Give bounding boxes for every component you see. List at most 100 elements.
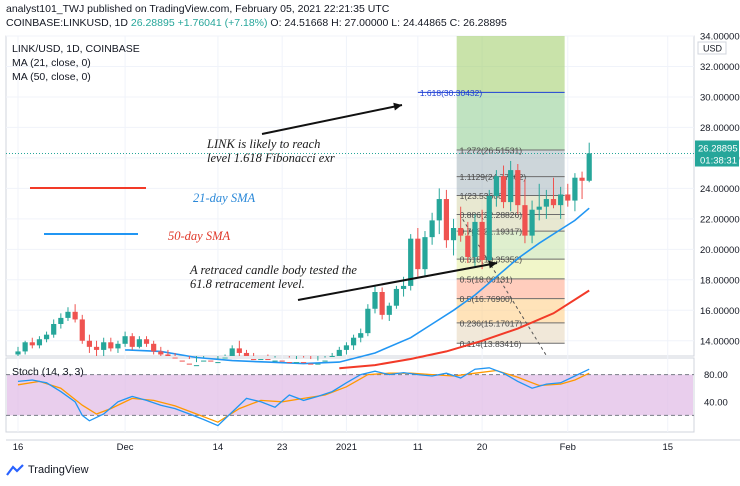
- retrace-annotation-line2: 61.8 retracement level.: [190, 277, 305, 291]
- fib-zone-top: [456, 36, 565, 93]
- stoch-tick-label: 80.00: [704, 370, 728, 381]
- candle-body: [243, 352, 250, 356]
- candle-body: [301, 362, 307, 364]
- fib-zone-0236: [456, 322, 565, 344]
- candle-body: [308, 363, 314, 365]
- candle-body: [386, 305, 392, 315]
- fib-zone-0618: [456, 259, 565, 279]
- candle-body: [579, 177, 585, 181]
- candle-body: [251, 359, 257, 361]
- candle-body: [415, 238, 421, 270]
- candle-body: [272, 360, 278, 362]
- candle-body: [115, 343, 121, 349]
- fib-label: 1.1129(24.77302): [460, 172, 527, 182]
- candle-body: [201, 360, 207, 362]
- price-tick-label: 14.00000: [700, 336, 740, 347]
- candle-body: [286, 362, 292, 364]
- price-change: +1.76041 (+7.18%): [177, 17, 268, 29]
- candle-body: [565, 194, 571, 201]
- ohlc-values: O: 24.51668 H: 27.00000 L: 24.44865 C: 2…: [270, 17, 507, 29]
- candle-body: [322, 360, 328, 362]
- countdown-label: 01:38:31: [700, 156, 737, 167]
- candle-body: [500, 176, 507, 203]
- retrace-arrow-head: [488, 260, 497, 269]
- candle-body: [436, 199, 442, 221]
- candle-body: [43, 334, 50, 340]
- candle-body: [122, 336, 128, 344]
- stoch-legend[interactable]: Stoch (14, 3, 3): [12, 366, 84, 378]
- candle-body: [429, 220, 435, 238]
- candle-body: [143, 339, 150, 344]
- current-price-label: 26.28895: [698, 144, 738, 155]
- candle-body: [208, 360, 214, 362]
- price-tick-label: 16.00000: [700, 306, 740, 317]
- time-tick-label: Dec: [117, 442, 134, 453]
- price-tick-label: 30.00000: [700, 92, 740, 103]
- candle-body: [365, 308, 371, 334]
- fib-zone-0382: [456, 298, 565, 323]
- candle-body: [86, 340, 92, 347]
- candle-body: [400, 285, 407, 289]
- candle-body: [558, 194, 564, 206]
- candle-body: [508, 170, 514, 203]
- fib-label: 0.114(13.83416): [460, 339, 522, 349]
- candle-body: [101, 342, 107, 350]
- fib-target-arrow-head: [393, 102, 402, 111]
- chart-legend-symbol: LINK/USD, 1D, COINBASE: [12, 43, 140, 55]
- time-tick-label: 14: [213, 442, 224, 453]
- fib-label: 1(23.53666): [460, 191, 506, 201]
- candle-body: [279, 360, 285, 362]
- fib-label: 0.5(16.76900): [460, 294, 513, 304]
- publish-info: analyst101_TWJ published on TradingView.…: [6, 3, 390, 15]
- fib-label: 1.272(26.51531): [460, 146, 523, 156]
- symbol-ohlc-bar: COINBASE:LINKUSD, 1D 26.28895 +1.76041 (…: [6, 17, 507, 29]
- candle-body: [379, 292, 385, 315]
- candle-body: [186, 363, 192, 365]
- fib-label: 0.236(15.17017): [460, 318, 523, 328]
- price-tick-label: 20.00000: [700, 245, 740, 256]
- candle-body: [515, 170, 521, 206]
- candle-body: [465, 235, 471, 257]
- fib-label: 1.618(30.30432): [420, 88, 483, 98]
- ma21-line: [125, 207, 590, 365]
- sma21-annotation: 21-day SMA: [193, 191, 255, 205]
- candle-body: [315, 363, 321, 365]
- candle-body: [329, 356, 335, 357]
- candle-body: [15, 351, 21, 355]
- candle-body: [358, 333, 364, 338]
- sma50-annotation: 50-day SMA: [168, 229, 230, 243]
- currency-box: [697, 41, 727, 55]
- retrace-arrow: [297, 262, 498, 301]
- candle-body: [586, 153, 592, 181]
- fib-label: 0.5(18.06131): [460, 274, 513, 284]
- current-price-tag: [695, 140, 739, 167]
- ma50-legend[interactable]: MA (50, close, 0): [12, 71, 91, 83]
- price-tick-label: 24.00000: [700, 184, 740, 195]
- retrace-annotation-line1: A retraced candle body tested the: [189, 263, 357, 277]
- candle-body: [536, 206, 542, 210]
- candle-body: [165, 354, 171, 356]
- price-tick-label: 32.00000: [700, 62, 740, 73]
- candle-body: [265, 359, 271, 361]
- time-tick-label: Feb: [560, 442, 576, 453]
- time-tick-label: 23: [277, 442, 288, 453]
- candle-body: [129, 336, 135, 347]
- candle-body: [479, 221, 485, 260]
- candle-body: [222, 357, 228, 359]
- candle-body: [472, 221, 478, 257]
- candle-body: [350, 337, 357, 346]
- price-tick-label: 34.00000: [700, 32, 740, 43]
- fib-target-arrow: [261, 104, 403, 135]
- tradingview-brand[interactable]: TradingView: [6, 464, 89, 476]
- stoch-k-line: [17, 367, 590, 427]
- candle-body: [193, 365, 200, 367]
- price-pane: [5, 35, 695, 357]
- candle-body: [172, 357, 178, 359]
- fib-zone-05: [456, 278, 565, 299]
- candle-body: [372, 292, 378, 309]
- candle-body: [29, 342, 35, 346]
- ma21-legend[interactable]: MA (21, close, 0): [12, 57, 91, 69]
- candle-body: [229, 348, 235, 356]
- candle-body: [572, 177, 578, 201]
